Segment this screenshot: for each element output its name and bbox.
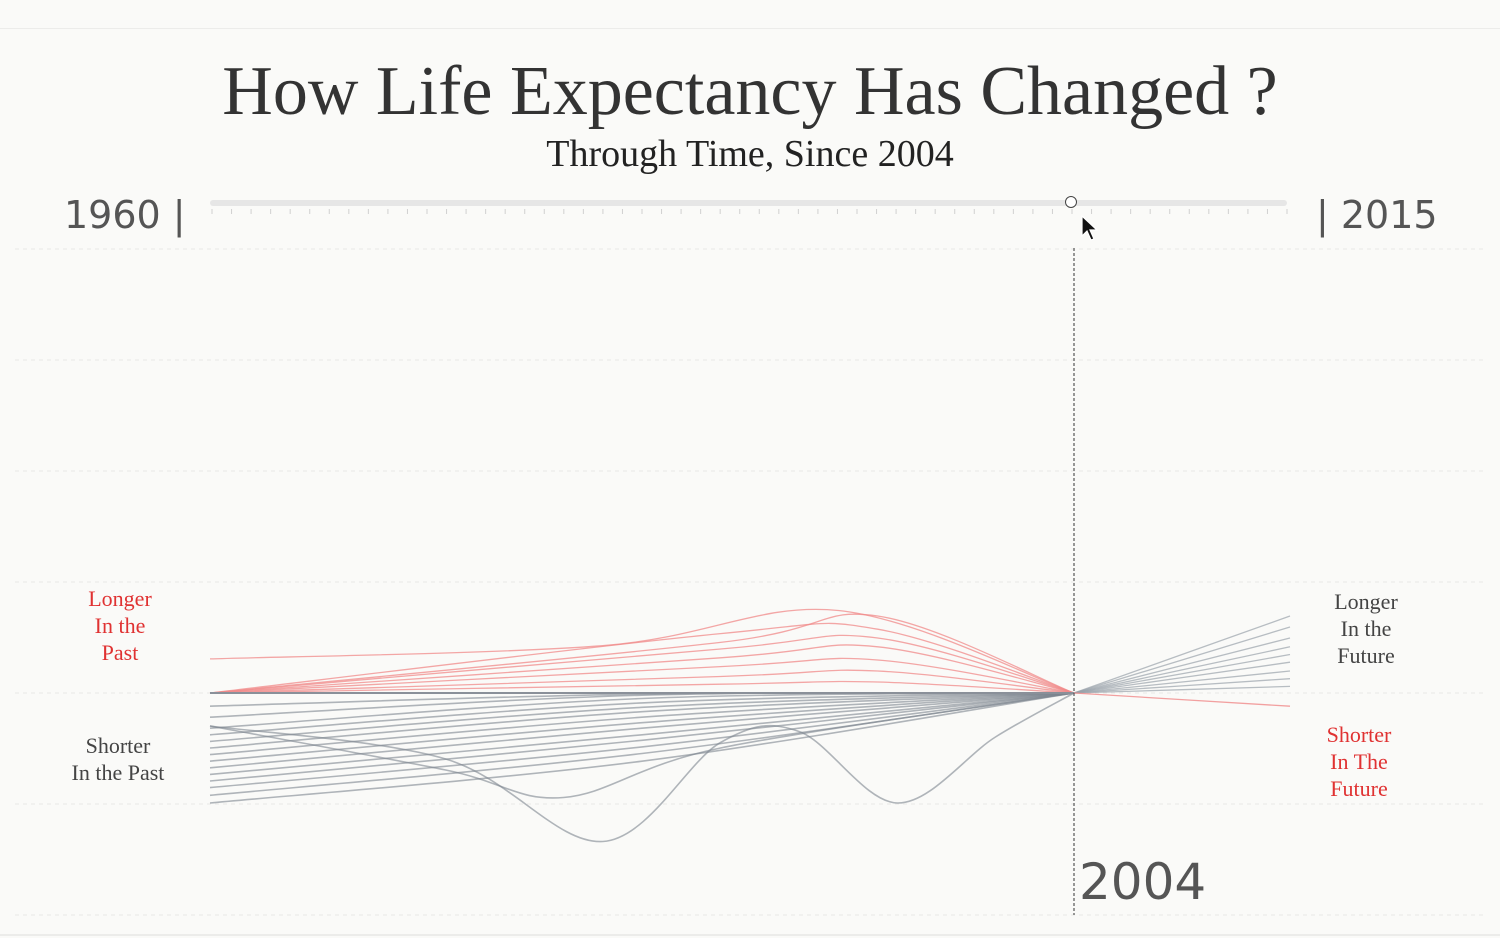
year-slider-track[interactable]	[210, 200, 1287, 206]
mouse-pointer-icon	[1081, 214, 1099, 241]
label-line: Past	[101, 640, 139, 665]
label-shorter-in-the-future: Shorter In The Future	[1279, 721, 1439, 802]
series-line	[209, 692, 1075, 776]
series-line	[1073, 692, 1291, 707]
label-line: In the Past	[71, 760, 165, 785]
series-line	[209, 692, 1075, 799]
label-line: Shorter	[85, 733, 151, 758]
label-shorter-in-the-past: Shorter In the Past	[38, 732, 198, 786]
label-longer-in-the-future: Longer In the Future	[1286, 588, 1446, 669]
series-line	[209, 692, 1075, 736]
current-year-label: 2004	[1079, 853, 1207, 911]
label-line: Shorter	[1326, 722, 1392, 747]
series-line	[209, 692, 1075, 749]
label-line: Longer	[88, 586, 152, 611]
series-line	[209, 692, 1075, 743]
page-subtitle: Through Time, Since 2004	[546, 133, 954, 175]
series-line	[209, 669, 1075, 694]
series-line	[1073, 661, 1291, 694]
series-line	[209, 622, 1075, 694]
series-line	[209, 692, 1075, 843]
label-line: In the	[1340, 616, 1392, 641]
series-line	[209, 692, 1075, 789]
bottom-divider	[0, 934, 1500, 936]
page-title: How Life Expectancy Has Changed ?	[222, 53, 1278, 130]
series-line	[1073, 615, 1291, 694]
series-line	[209, 692, 1075, 762]
series-line	[1073, 637, 1291, 694]
label-line: Future	[1330, 776, 1388, 801]
series-line	[209, 657, 1075, 694]
year-slider-handle[interactable]	[1065, 196, 1077, 208]
slider-start-label: 1960 |	[64, 193, 186, 237]
series-line	[209, 613, 1075, 694]
series-line	[1073, 685, 1291, 694]
top-divider	[0, 28, 1500, 29]
series-line	[1073, 626, 1291, 694]
series-line	[209, 692, 1075, 769]
label-line: In the	[94, 613, 146, 638]
label-line: Longer	[1334, 589, 1398, 614]
label-longer-in-the-past: Longer In the Past	[40, 585, 200, 666]
slider-end-label: | 2015	[1316, 193, 1438, 237]
label-line: In The	[1330, 749, 1388, 774]
series-line	[209, 692, 1075, 782]
series-line	[209, 634, 1075, 694]
series-line	[209, 644, 1075, 694]
label-line: Future	[1337, 643, 1395, 668]
series-line	[209, 680, 1075, 694]
series-line	[209, 608, 1075, 694]
series-line	[209, 692, 1075, 804]
